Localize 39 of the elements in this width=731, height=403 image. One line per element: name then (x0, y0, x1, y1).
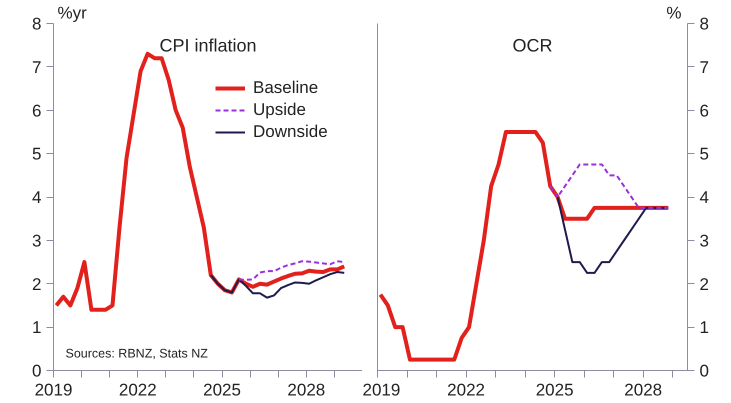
x-tick-label: 2025 (536, 380, 574, 400)
y-tick-label: 6 (32, 101, 42, 120)
legend-label: Baseline (253, 78, 318, 98)
legend-label: Downside (253, 122, 328, 142)
x-tick-label: 2022 (118, 380, 157, 400)
x-tick-label: 2022 (447, 380, 485, 400)
line-series (378, 130, 670, 362)
y-tick-label: 7 (700, 58, 709, 77)
y-tick-label: 0 (700, 362, 709, 380)
y-tick-label: 1 (32, 318, 42, 338)
annotation: Sources: RBNZ, Stats NZ (66, 346, 208, 360)
x-tick-label: 2028 (287, 380, 326, 400)
line-series (549, 163, 670, 209)
line-series (238, 260, 346, 281)
x-tick-label: 2019 (34, 380, 72, 400)
y-tick-label: 4 (32, 188, 42, 207)
y-tick-label: 5 (700, 144, 709, 164)
y-tick-label: 6 (700, 101, 709, 120)
y-tick-label: 2 (32, 274, 42, 294)
x-tick-label: 2019 (362, 380, 400, 400)
x-tick-label: 2028 (624, 380, 662, 400)
legend-label: Upside (253, 100, 306, 120)
y-tick-label: 8 (32, 14, 42, 34)
y-tick-label: 4 (700, 188, 709, 207)
line-series (54, 52, 346, 312)
line-series (210, 271, 346, 299)
text: OCR (512, 36, 552, 56)
y-tick-label: 1 (700, 318, 709, 338)
y-tick-label: 0 (32, 362, 42, 380)
y-axis-title: %yr (58, 4, 88, 22)
text: CPI inflation (159, 36, 257, 56)
y-tick-label: 3 (700, 231, 709, 250)
y-tick-label: 2 (700, 274, 709, 294)
x-tick-label: 2025 (203, 380, 241, 400)
y-tick-label: 7 (32, 58, 42, 77)
y-tick-label: 5 (32, 144, 42, 164)
y-axis-title: % (666, 4, 682, 22)
y-tick-label: 3 (32, 231, 42, 250)
y-tick-label: 8 (700, 14, 709, 34)
